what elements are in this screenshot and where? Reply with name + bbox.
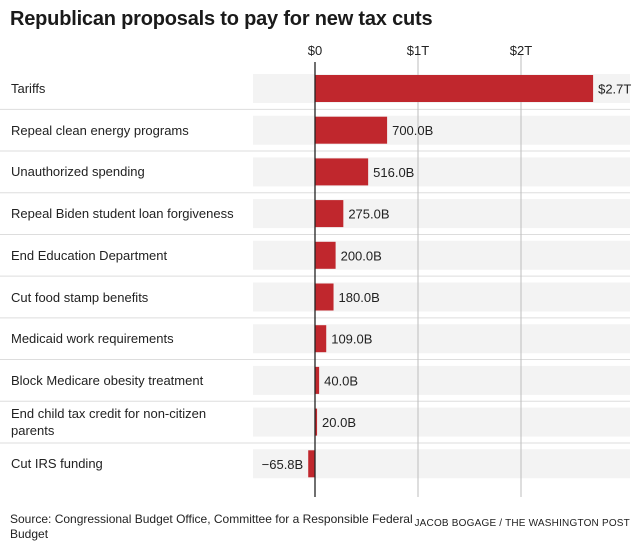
bar xyxy=(315,408,318,436)
x-tick-label: $2T xyxy=(510,43,532,58)
category-label: Cut IRS funding xyxy=(11,456,103,472)
bar-value-label: $2.7T xyxy=(598,82,631,97)
row-band xyxy=(253,157,630,187)
row-band xyxy=(253,199,630,229)
bar xyxy=(308,450,315,478)
x-tick-label: $0 xyxy=(308,43,322,58)
category-label: Cut food stamp benefits xyxy=(11,289,149,305)
chart-title: Republican proposals to pay for new tax … xyxy=(10,8,433,30)
bar-value-label: 200.0B xyxy=(341,248,382,263)
category-label: Repeal clean energy programs xyxy=(11,122,189,138)
bar xyxy=(315,158,369,186)
row-band xyxy=(253,365,630,395)
credit-line: JACOB BOGAGE / THE WASHINGTON POST xyxy=(414,518,630,529)
bar-value-label: 516.0B xyxy=(373,165,414,180)
category-label: Tariffs xyxy=(11,81,46,96)
bar-value-label: 700.0B xyxy=(392,123,433,138)
bar xyxy=(315,366,320,394)
category-label: Unauthorized spending xyxy=(11,164,145,180)
row-band xyxy=(253,449,630,479)
bar xyxy=(315,241,336,269)
category-label: Block Medicare obesity treatment xyxy=(11,372,204,388)
bar xyxy=(315,283,334,311)
bar xyxy=(315,200,344,228)
x-tick-label: $1T xyxy=(407,43,429,58)
source-note: Source: Congressional Budget Office, Com… xyxy=(10,512,413,541)
bar-value-label: 40.0B xyxy=(324,373,358,388)
category-label: End Education Department xyxy=(11,247,168,263)
bar-value-label: 109.0B xyxy=(331,332,372,347)
category-label: Repeal Biden student loan forgiveness xyxy=(11,206,234,222)
bar-value-label: 180.0B xyxy=(339,290,380,305)
bar-chart: $0 $1T $2T $2.7T 700.0B 516.0B 275.0B 200.0B 180… xyxy=(0,43,631,497)
row-band xyxy=(253,324,630,354)
bar xyxy=(315,325,327,353)
row-band xyxy=(253,240,630,270)
category-label: Medicaid work requirements xyxy=(11,331,174,347)
category-label: End child tax credit for non-citizen par… xyxy=(11,406,207,439)
bar-value-label: −65.8B xyxy=(262,457,304,472)
bar xyxy=(315,75,594,102)
bar-value-label: 275.0B xyxy=(348,207,389,222)
row-band xyxy=(253,407,630,437)
row-band xyxy=(253,115,630,145)
row-band xyxy=(253,282,630,312)
bar-value-label: 20.0B xyxy=(322,415,356,430)
bar xyxy=(315,116,388,144)
